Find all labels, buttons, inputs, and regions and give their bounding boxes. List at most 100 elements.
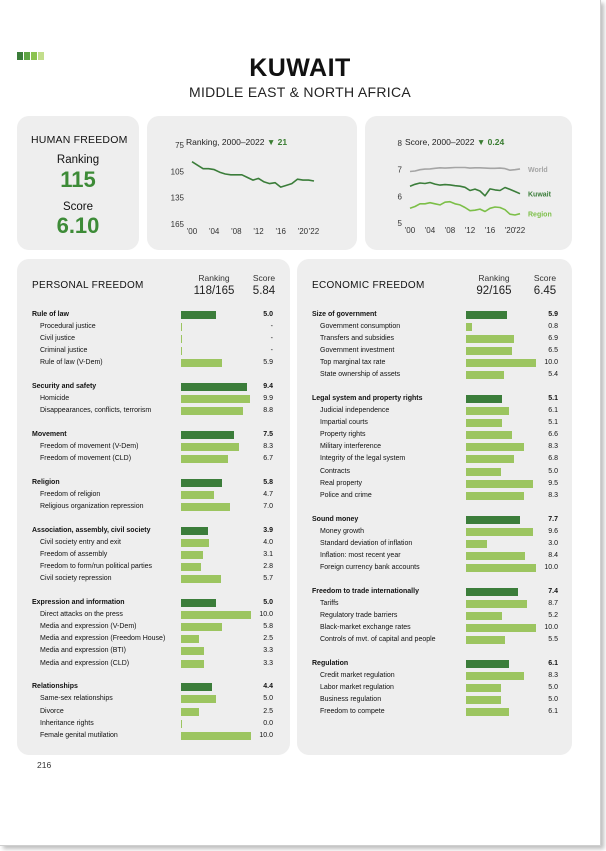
indicator-row: Top marginal tax rate 10.0 [297,357,558,369]
y-tick-label: 75 [175,141,184,150]
score-label: Score [62,201,94,213]
row-value: 6.7 [263,455,273,463]
row-value: 4.4 [263,683,273,691]
indicator-row: Civil justice - [17,333,277,345]
row-value: 6.1 [548,407,558,415]
x-tick-label: '20 [505,226,516,235]
logo-block-1 [24,52,30,60]
ranking-value: 115 [60,167,96,192]
score-bar [466,527,534,536]
ranking-chart-card: Ranking, 2000–2022 ▼ 21 75 105 135 165'00 '0… [147,116,357,250]
indicator-row: Female genital mutilation 10.0 [17,730,277,742]
indicator-row: Real property 9.5 [297,478,558,490]
row-label: Media and expression (Freedom House) [40,635,166,643]
score-bar [181,611,251,620]
row-label: Procedural justice [40,323,96,330]
row-value: 5.5 [548,635,558,643]
row-value: 5.0 [263,311,273,318]
score-bar [466,587,518,596]
score-bar [466,551,525,560]
category-row: Religion 5.8 [17,477,277,489]
row-label: Controls of mvt. of capital and people [320,635,436,643]
row-label: Government investment [320,347,395,355]
row-label: Relationships [32,683,78,691]
row-label: Freedom of movement (V-Dem) [40,443,139,451]
series-line-main [191,161,315,188]
row-value: 8.8 [263,407,273,415]
personal-score-label: Score [252,273,276,283]
score-bar [466,347,512,356]
row-label: Standard deviation of inflation [320,539,413,547]
row-label: Legal system and property rights [312,395,423,403]
row-label: Freedom to compete [320,707,385,715]
category-row: Association, assembly, civil society 3.9 [17,525,277,537]
row-value: 5.0 [548,683,558,691]
score-bar [466,683,501,692]
indicator-row: Media and expression (CLD) 3.3 [17,658,277,670]
indicator-row: Credit market regulation 8.3 [297,670,558,682]
personal-freedom-title: PERSONAL FREEDOM [32,280,144,291]
x-tick-label: '00 [187,227,198,236]
x-tick-label: '12 [465,226,476,235]
row-value: 10.0 [259,731,273,739]
row-value: 6.5 [548,347,558,355]
ranking-line-chart: 75 105 135 165'00 '04 '08 '12 '16 '20'22 [171,141,320,236]
human-freedom-title: HUMAN FREEDOM [31,134,128,146]
row-label: Freedom to form/run political parties [40,563,153,571]
indicator-row: Money growth 9.6 [297,526,558,538]
score-bar [181,659,205,668]
score-bar [181,707,199,716]
row-value: 5.7 [263,575,273,583]
row-label: Integrity of the legal system [320,455,406,463]
category-row: Regulation 6.1 [297,658,558,670]
row-label: Sound money [312,515,359,523]
row-value: 6.1 [548,707,558,715]
row-label: Freedom of religion [40,491,101,499]
row-value: 8.3 [548,671,558,679]
indicator-row: Procedural justice - [17,321,277,333]
score-bar [466,623,536,632]
row-value: 8.3 [548,443,558,451]
y-tick-label: 5 [398,219,403,228]
indicator-row: Military interference 8.3 [297,441,558,453]
indicator-row: Regulatory trade barriers 5.2 [297,610,558,622]
score-bar [181,431,234,440]
row-label: Rule of law [32,311,69,318]
row-value: 9.4 [263,383,273,391]
x-tick-label: '04 [209,227,220,236]
indicator-row: Freedom of religion 4.7 [17,489,277,501]
personal-score-value: 5.84 [252,285,276,297]
economic-score-value: 6.45 [533,285,557,297]
logo-block-0 [17,52,23,60]
score-bar [181,359,223,368]
score-bar [466,419,502,428]
score-bar [181,623,222,632]
indicator-row: Standard deviation of inflation 3.0 [297,538,558,550]
row-value: 5.0 [548,695,558,703]
row-value: 6.8 [548,455,558,463]
ranking-chart-delta: ▼ 21 [266,137,288,147]
score-bar [466,671,525,680]
score-bar [181,539,209,548]
indicator-row: State ownership of assets 5.4 [297,369,558,381]
row-value: 8.7 [548,599,558,607]
indicator-row: Contracts 5.0 [297,466,558,478]
row-value: 5.1 [548,419,558,427]
personal-freedom-panel: PERSONAL FREEDOM Ranking 118/165 Score 5… [17,259,290,755]
score-chart-title: Score, 2000–2022 [405,137,475,147]
category-row: Relationships 4.4 [17,681,277,693]
score-bar [466,371,504,380]
row-value: 10.0 [544,563,558,571]
row-value: 9.6 [548,527,558,535]
score-bar [181,503,230,512]
score-bar [181,491,214,500]
row-value: 5.9 [548,311,558,318]
score-bar [466,467,501,476]
row-value: 2.5 [263,635,273,643]
score-bar [466,323,472,331]
series-label-kuwait: Kuwait [528,192,552,199]
economic-ranking-value: 92/165 [476,285,512,297]
indicator-row: Freedom to form/run political parties 2.8 [17,561,277,573]
personal-ranking-value: 118/165 [193,285,235,297]
